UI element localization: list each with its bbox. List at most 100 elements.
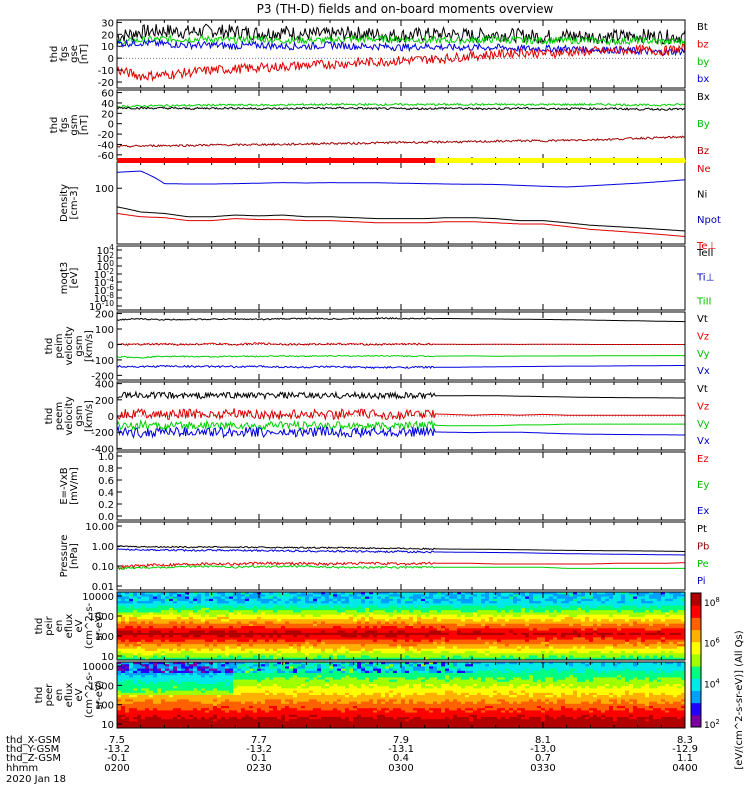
spec-cell	[313, 653, 318, 656]
spec-cell	[513, 630, 518, 634]
spec-cell	[617, 612, 622, 616]
spec-cell	[641, 635, 646, 638]
spec-cell	[573, 655, 578, 659]
spec-cell	[341, 639, 346, 643]
spec-cell	[241, 598, 246, 602]
spec-cell	[513, 598, 518, 602]
spec-cell	[461, 594, 466, 597]
spec-cell	[229, 637, 234, 640]
spec-cell	[389, 592, 394, 595]
spec-cell	[493, 648, 498, 652]
spec-cell	[533, 639, 538, 643]
spec-cell	[565, 621, 570, 625]
spec-cell	[569, 653, 574, 656]
spec-cell	[393, 605, 398, 609]
spec-cell	[313, 592, 318, 595]
spec-cell	[553, 657, 558, 661]
spec-cell	[449, 623, 454, 627]
spec-cell	[385, 653, 390, 656]
spec-cell	[585, 623, 590, 627]
spec-cell	[361, 626, 366, 629]
spec-cell	[329, 603, 334, 606]
spec-cell	[501, 616, 506, 620]
spec-cell	[553, 610, 558, 613]
spec-cell	[341, 650, 346, 654]
spec-cell	[485, 614, 490, 618]
spec-cell	[453, 657, 458, 661]
spec-cell	[377, 635, 382, 638]
spec-cell	[469, 616, 474, 620]
spec-cell	[253, 619, 258, 622]
spec-cell	[313, 655, 318, 659]
spec-cell	[661, 610, 666, 613]
spec-cell	[617, 603, 622, 606]
spec-cell	[561, 612, 566, 616]
spec-cell	[125, 644, 130, 647]
spec-cell	[265, 630, 270, 634]
spec-cell	[553, 648, 558, 652]
spec-cell	[633, 626, 638, 629]
spec-cell	[125, 646, 130, 650]
spec-cell	[441, 605, 446, 609]
spec-cell	[321, 619, 326, 622]
spec-cell	[401, 644, 406, 647]
spec-cell	[557, 616, 562, 620]
spec-cell	[365, 635, 370, 638]
legend-teii: TeII	[696, 248, 713, 259]
spec-cell	[661, 601, 666, 604]
spec-cell	[373, 594, 378, 597]
y-tick-label: 1000	[89, 612, 114, 623]
spec-cell	[509, 603, 514, 606]
spec-cell	[193, 616, 198, 620]
spec-cell	[269, 657, 274, 661]
spec-cell	[129, 621, 134, 625]
spec-cell	[345, 648, 350, 652]
spec-cell	[517, 610, 522, 613]
spec-cell	[269, 612, 274, 616]
spec-cell	[581, 630, 586, 634]
spec-cell	[357, 637, 362, 640]
spec-cell	[309, 637, 314, 640]
spec-cell	[525, 639, 530, 643]
spec-cell	[365, 619, 370, 622]
spec-cell	[153, 612, 158, 616]
spec-cell	[473, 612, 478, 616]
spec-cell	[673, 626, 678, 629]
spec-cell	[529, 603, 534, 606]
spec-cell	[513, 655, 518, 659]
spec-cell	[121, 644, 126, 647]
spec-cell	[645, 632, 650, 636]
spec-cell	[349, 653, 354, 656]
spec-cell	[553, 614, 558, 618]
spec-cell	[121, 699, 126, 702]
spec-cell	[437, 596, 442, 600]
spec-cell	[321, 653, 326, 656]
spec-cell	[117, 655, 122, 659]
ylabel-density: Density [cm-3]	[59, 184, 80, 222]
spec-cell	[645, 641, 650, 645]
spec-cell	[641, 639, 646, 643]
spec-cell	[429, 628, 434, 631]
y-tick-label: 20	[101, 109, 114, 120]
spec-cell	[297, 653, 302, 656]
spec-cell	[137, 639, 142, 643]
spec-cell	[425, 616, 430, 620]
spec-cell	[565, 626, 570, 629]
spec-cell	[317, 605, 322, 609]
y-tick-label: 10000	[82, 592, 114, 603]
spec-cell	[357, 598, 362, 602]
spec-cell	[641, 603, 646, 606]
spec-cell	[137, 605, 142, 609]
spec-cell	[121, 664, 126, 667]
spec-cell	[269, 635, 274, 638]
spec-cell	[601, 655, 606, 659]
spec-cell	[673, 641, 678, 645]
spec-cell	[441, 621, 446, 625]
spec-cell	[157, 637, 162, 640]
spec-cell	[501, 646, 506, 650]
legend-pe: Pe	[697, 559, 709, 570]
spec-cell	[561, 614, 566, 618]
spec-cell	[525, 616, 530, 620]
spec-cell	[225, 614, 230, 618]
ylabel-line: eflux	[64, 614, 75, 639]
